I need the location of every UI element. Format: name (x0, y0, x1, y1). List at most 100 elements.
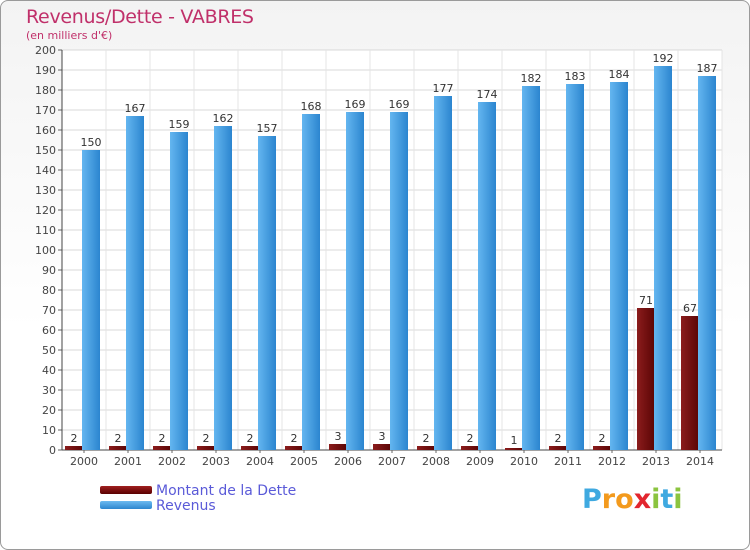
value-label-debt-2006: 3 (335, 430, 342, 443)
value-label-debt-2010: 1 (511, 434, 518, 447)
value-label-revenue-2008: 177 (433, 82, 454, 95)
bar-debt-2001 (109, 446, 127, 450)
x-tick-label-2010: 2010 (510, 455, 538, 468)
brand-letter: r (601, 484, 616, 515)
bar-revenue-2005 (302, 114, 320, 450)
brand-letter: t (660, 484, 674, 515)
x-tick-label-2000: 2000 (70, 455, 98, 468)
axes: 0 10 20 30 40 50 60 70 80 90 100 110 120 130 140 150 160… (35, 44, 722, 468)
y-tick-label: 70 (42, 304, 56, 317)
value-label-revenue-2002: 159 (169, 118, 190, 131)
y-tick-label: 160 (35, 124, 56, 137)
y-tick-label: 140 (35, 164, 56, 177)
y-tick-label: 130 (35, 184, 56, 197)
y-tick-label: 80 (42, 284, 56, 297)
legend-swatch-debt (100, 486, 152, 494)
value-label-debt-2007: 3 (379, 430, 386, 443)
bar-revenue-2004 (258, 136, 276, 450)
y-tick-label: 100 (35, 244, 56, 257)
brand-letter: i (651, 484, 661, 515)
value-label-debt-2003: 2 (203, 432, 210, 445)
y-tick-label: 190 (35, 64, 56, 77)
bar-debt-2005 (285, 446, 303, 450)
value-label-debt-2011: 2 (555, 432, 562, 445)
y-tick-label: 0 (49, 444, 56, 457)
value-label-revenue-2012: 184 (609, 68, 630, 81)
bar-debt-2006 (329, 444, 347, 450)
bar-debt-2004 (241, 446, 259, 450)
x-tick-label-2003: 2003 (202, 455, 230, 468)
value-label-revenue-2014: 187 (697, 62, 718, 75)
x-tick-label-2013: 2013 (642, 455, 670, 468)
brand-letter: i (673, 484, 683, 515)
x-tick-label-2005: 2005 (290, 455, 318, 468)
bar-revenue-2003 (214, 126, 232, 450)
bar-revenue-2000 (82, 150, 100, 450)
value-labels: 2150216721592162215721683169316921772174… (71, 52, 718, 447)
x-tick-label-2011: 2011 (554, 455, 582, 468)
bar-debt-2014 (681, 316, 699, 450)
value-label-revenue-2004: 157 (257, 122, 278, 135)
legend-label-debt: Montant de la Dette (156, 483, 297, 499)
value-label-revenue-2011: 183 (565, 70, 586, 83)
bar-revenue-2002 (170, 132, 188, 450)
bar-revenue-2010 (522, 86, 540, 450)
x-tick-label-2001: 2001 (114, 455, 142, 468)
y-tick-label: 180 (35, 84, 56, 97)
bar-revenue-2009 (478, 102, 496, 450)
brand-letter: x (633, 484, 652, 515)
bar-debt-2013 (637, 308, 655, 450)
legend-label-revenue: Revenus (156, 498, 216, 514)
value-label-revenue-2009: 174 (477, 88, 498, 101)
value-label-debt-2000: 2 (71, 432, 78, 445)
y-tick-label: 200 (35, 44, 56, 57)
brand-logo: Proxiti (582, 484, 683, 515)
bar-revenue-2001 (126, 116, 144, 450)
y-tick-label: 170 (35, 104, 56, 117)
x-tick-label-2004: 2004 (246, 455, 274, 468)
bar-debt-2007 (373, 444, 391, 450)
bar-debt-2011 (549, 446, 567, 450)
value-label-debt-2004: 2 (247, 432, 254, 445)
y-tick-label: 30 (42, 384, 56, 397)
y-tick-label: 110 (35, 224, 56, 237)
y-tick-label: 20 (42, 404, 56, 417)
bar-debt-2009 (461, 446, 479, 450)
value-label-revenue-2005: 168 (301, 100, 322, 113)
value-label-debt-2012: 2 (599, 432, 606, 445)
y-tick-label: 60 (42, 324, 56, 337)
y-tick-label: 120 (35, 204, 56, 217)
bar-debt-2008 (417, 446, 435, 450)
x-tick-label-2006: 2006 (334, 455, 362, 468)
bar-revenue-2008 (434, 96, 452, 450)
value-label-revenue-2013: 192 (653, 52, 674, 65)
y-tick-label: 150 (35, 144, 56, 157)
value-label-debt-2005: 2 (291, 432, 298, 445)
brand-letter: o (615, 484, 634, 515)
value-label-revenue-2000: 150 (81, 136, 102, 149)
value-label-revenue-2007: 169 (389, 98, 410, 111)
bar-debt-2012 (593, 446, 611, 450)
y-tick-label: 90 (42, 264, 56, 277)
bar-revenue-2007 (390, 112, 408, 450)
bar-revenue-2011 (566, 84, 584, 450)
chart-title: Revenus/Dette - VABRES (26, 6, 254, 28)
value-label-revenue-2010: 182 (521, 72, 542, 85)
value-label-debt-2009: 2 (467, 432, 474, 445)
x-tick-label-2012: 2012 (598, 455, 626, 468)
value-label-debt-2014: 67 (683, 302, 697, 315)
value-label-debt-2001: 2 (115, 432, 122, 445)
bar-debt-2010 (505, 448, 523, 450)
y-tick-label: 10 (42, 424, 56, 437)
chart-subtitle: (en milliers d'€) (26, 29, 113, 42)
value-label-debt-2013: 71 (639, 294, 653, 307)
x-tick-label-2008: 2008 (422, 455, 450, 468)
x-tick-label-2002: 2002 (158, 455, 186, 468)
bar-revenue-2006 (346, 112, 364, 450)
legend-swatch-revenue (100, 501, 152, 509)
bar-revenue-2012 (610, 82, 628, 450)
bar-debt-2002 (153, 446, 171, 450)
bars (65, 66, 716, 450)
bar-debt-2000 (65, 446, 83, 450)
